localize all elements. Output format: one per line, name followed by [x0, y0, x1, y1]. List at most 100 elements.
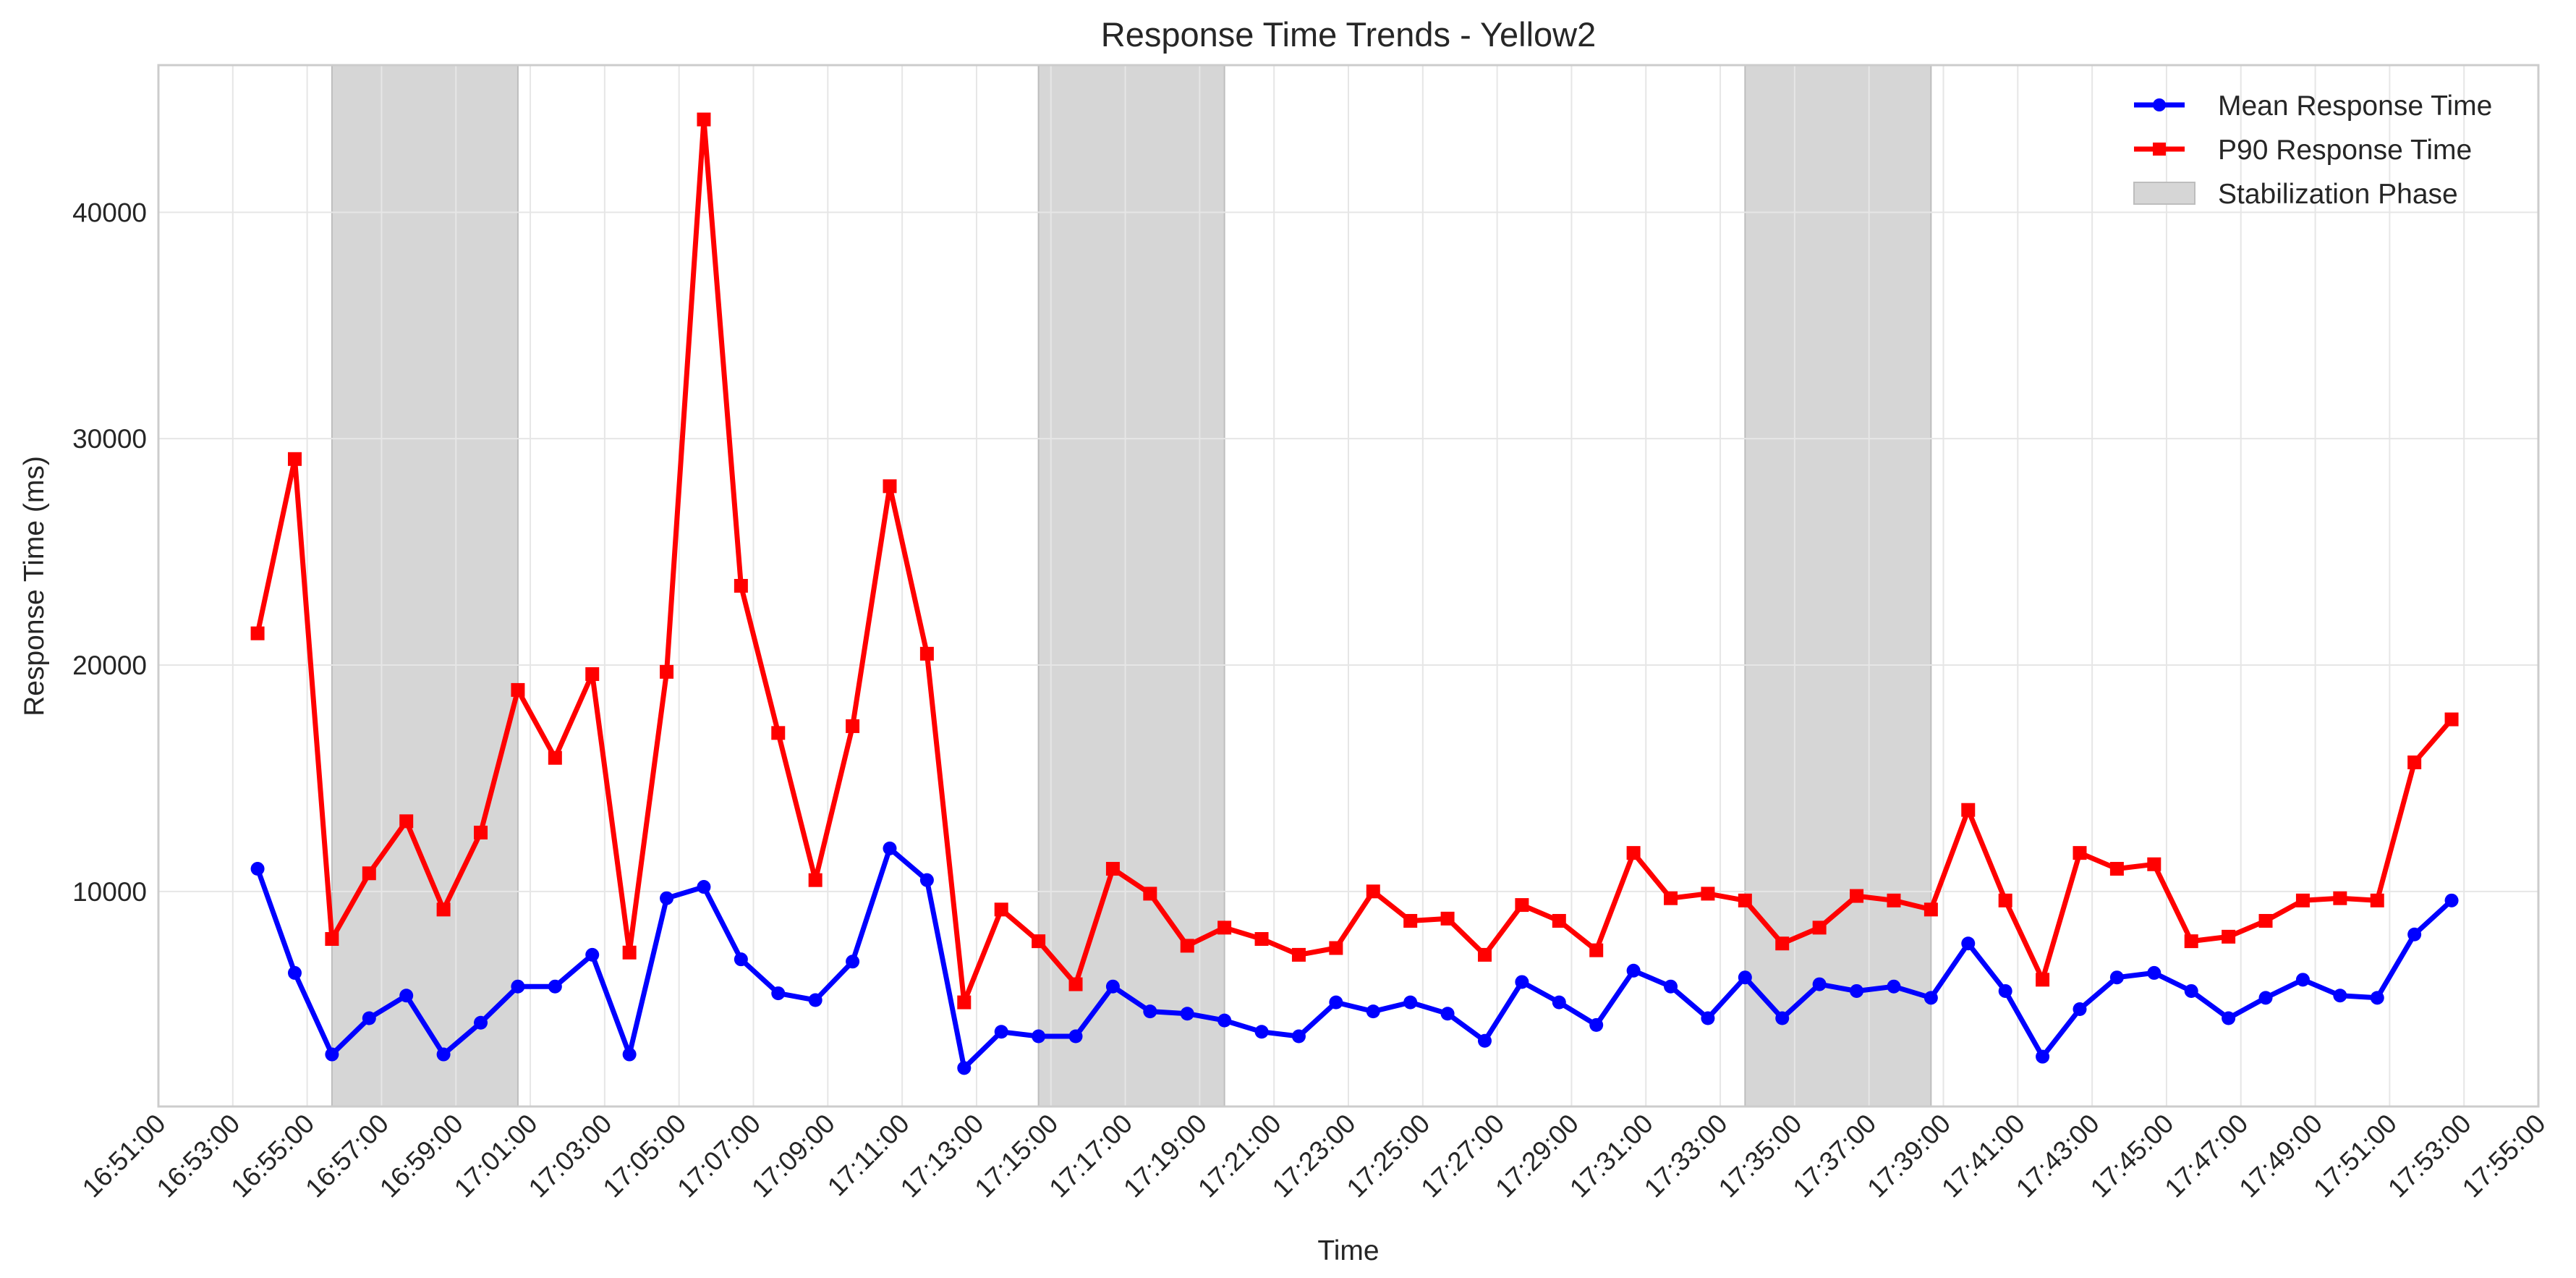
y-tick-label: 40000 [72, 198, 147, 227]
p90-data-point [2333, 891, 2347, 905]
p90-data-point [2147, 857, 2161, 871]
legend-p90-marker [2153, 143, 2166, 156]
p90-data-point [2258, 913, 2273, 928]
y-tick-label: 20000 [72, 651, 147, 680]
mean-data-point [622, 1047, 637, 1062]
p90-data-point [1403, 913, 1418, 928]
p90-data-point [919, 646, 934, 661]
mean-data-point [1217, 1013, 1232, 1028]
legend-mean-marker [2153, 98, 2166, 111]
p90-data-point [2036, 973, 2050, 987]
p90-data-point [1850, 889, 1864, 903]
mean-data-point [2109, 970, 2124, 985]
p90-data-point [1552, 913, 1566, 928]
mean-data-point [2147, 965, 2161, 980]
series-layer [250, 112, 2459, 1075]
p90-data-point [1068, 977, 1083, 991]
p90-data-point [622, 945, 637, 960]
p90-data-point [287, 452, 302, 466]
stabilization-region-3 [1744, 64, 1932, 1107]
p90-data-point [734, 579, 748, 593]
p90-data-point [808, 873, 822, 887]
y-tick-label: 30000 [72, 424, 147, 454]
mean-data-point [1552, 995, 1566, 1010]
p90-data-point [511, 682, 525, 697]
p90-data-point [2109, 862, 2124, 876]
mean-data-point [1515, 975, 1529, 989]
chart-title: Response Time Trends - Yellow2 [1101, 15, 1596, 54]
mean-data-point [585, 947, 600, 962]
mean-data-point [660, 891, 674, 905]
mean-data-point [1775, 1011, 1790, 1025]
mean-data-point [1477, 1033, 1492, 1048]
stabilization-region-2 [1037, 64, 1225, 1107]
mean-data-point [1850, 983, 1864, 998]
p90-data-point [1477, 947, 1492, 962]
mean-data-point [511, 979, 525, 994]
p90-data-point [1032, 934, 1046, 949]
legend-item-stabilization: Stabilization Phase [2133, 179, 2458, 210]
mean-data-point [1924, 991, 1938, 1005]
mean-data-point [2295, 973, 2310, 987]
plot-area-frame [157, 64, 2540, 1108]
p90-data-point [1589, 943, 1604, 957]
p90-data-point [2073, 846, 2087, 860]
p90-data-point [1291, 947, 1306, 962]
legend-mean-label: Mean Response Time [2218, 90, 2492, 122]
y-tick-label: 10000 [72, 877, 147, 907]
mean-data-point [1366, 1004, 1380, 1019]
mean-data-point [1143, 1004, 1157, 1019]
mean-data-point [919, 873, 934, 887]
mean-data-point [1440, 1007, 1455, 1021]
p90-data-point [1254, 932, 1269, 947]
p90-data-point [1329, 941, 1343, 955]
p90-data-point [2295, 893, 2310, 907]
mean-data-point [287, 965, 302, 980]
mean-data-point [697, 880, 711, 894]
p90-data-point [1180, 939, 1194, 953]
p90-data-point [1664, 891, 1678, 905]
p90-data-point [1998, 893, 2012, 907]
mean-data-point [1664, 979, 1678, 994]
p90-data-point [2444, 712, 2459, 727]
series-p90 [250, 112, 2459, 1010]
mean-data-point [325, 1047, 339, 1062]
p90-data-point [1440, 911, 1455, 926]
mean-data-point [1068, 1029, 1083, 1044]
mean-data-point [399, 989, 414, 1003]
legend: Mean Response Time P90 Response Time Sta… [2133, 90, 2492, 210]
mean-data-point [1738, 970, 1752, 985]
mean-data-point [957, 1061, 972, 1075]
p90-data-point [994, 902, 1008, 917]
p90-data-point [771, 726, 786, 740]
p90-data-point [957, 995, 972, 1010]
mean-data-point [2258, 991, 2273, 1005]
p90-data-point [436, 902, 451, 917]
mean-data-point [1105, 979, 1120, 994]
mean-data-point [1626, 963, 1641, 978]
mean-data-point [1998, 983, 2012, 998]
p90-data-point [1217, 921, 1232, 935]
p90-data-point [2184, 934, 2198, 949]
mean-data-point [548, 979, 562, 994]
p90-data-point [1775, 936, 1790, 951]
mean-data-point [2222, 1011, 2236, 1025]
series-mean [250, 841, 2459, 1075]
mean-data-point [1403, 995, 1418, 1010]
mean-data-point [2407, 927, 2422, 941]
mean-data-point [2444, 893, 2459, 907]
y-axis-title: Response Time (ms) [19, 456, 50, 716]
mean-data-point [1254, 1025, 1269, 1039]
mean-data-point [771, 986, 786, 1001]
legend-stabilization-patch [2133, 182, 2195, 205]
p90-data-point [660, 664, 674, 679]
x-axis-title: Time [1317, 1235, 1379, 1266]
p90-data-point [362, 866, 376, 881]
mean-data-point [474, 1015, 488, 1030]
mean-data-point [1887, 979, 1901, 994]
mean-data-point [994, 1025, 1008, 1039]
p90-data-point [846, 719, 860, 733]
p90-data-point [1515, 898, 1529, 913]
p90-data-point [1626, 846, 1641, 860]
mean-data-point [1961, 936, 1976, 951]
